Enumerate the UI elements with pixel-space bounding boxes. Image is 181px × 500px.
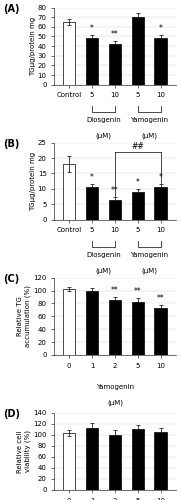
Text: *: * — [159, 172, 163, 182]
Text: (μM): (μM) — [107, 400, 123, 406]
Text: Yamogenin: Yamogenin — [130, 117, 168, 123]
Bar — [154, 432, 167, 490]
Bar — [132, 17, 144, 84]
Bar — [86, 428, 98, 490]
Bar — [63, 433, 75, 490]
Text: *: * — [90, 172, 94, 182]
Text: *: * — [159, 24, 163, 33]
Text: *: * — [90, 24, 94, 32]
Text: (D): (D) — [3, 409, 20, 419]
Text: **: ** — [157, 294, 165, 304]
Bar — [109, 435, 121, 490]
Y-axis label: Relative TG
accumulation (%): Relative TG accumulation (%) — [17, 286, 31, 347]
Bar — [154, 38, 167, 84]
Y-axis label: TGμg/protein mg: TGμg/protein mg — [30, 16, 36, 76]
Bar — [86, 38, 98, 84]
Text: (μM): (μM) — [96, 132, 111, 139]
Y-axis label: TGμg/protein mg: TGμg/protein mg — [30, 152, 36, 211]
Text: **: ** — [111, 286, 119, 295]
Bar — [154, 308, 167, 355]
Text: (B): (B) — [3, 138, 20, 148]
Text: Yamogenin: Yamogenin — [130, 252, 168, 258]
Bar — [63, 22, 75, 84]
Text: *: * — [136, 178, 140, 187]
Bar — [109, 200, 121, 220]
Text: (μM): (μM) — [96, 268, 111, 274]
Text: **: ** — [134, 288, 142, 296]
Bar — [86, 188, 98, 220]
Text: (μM): (μM) — [141, 268, 157, 274]
Text: Diosgenin: Diosgenin — [86, 117, 121, 123]
Bar — [109, 44, 121, 84]
Text: ##: ## — [131, 142, 144, 151]
Bar — [132, 430, 144, 490]
Bar — [63, 164, 75, 220]
Text: Yamogenin: Yamogenin — [96, 384, 134, 390]
Text: Diosgenin: Diosgenin — [86, 252, 121, 258]
Text: (μM): (μM) — [141, 132, 157, 139]
Y-axis label: Relative cell
viability (%): Relative cell viability (%) — [17, 430, 31, 472]
Text: (A): (A) — [3, 4, 20, 14]
Bar — [132, 302, 144, 355]
Bar — [86, 290, 98, 355]
Text: (C): (C) — [3, 274, 20, 284]
Bar — [132, 192, 144, 220]
Bar — [109, 300, 121, 355]
Bar — [154, 188, 167, 220]
Text: **: ** — [111, 30, 119, 40]
Text: **: ** — [111, 186, 119, 194]
Bar — [63, 288, 75, 355]
